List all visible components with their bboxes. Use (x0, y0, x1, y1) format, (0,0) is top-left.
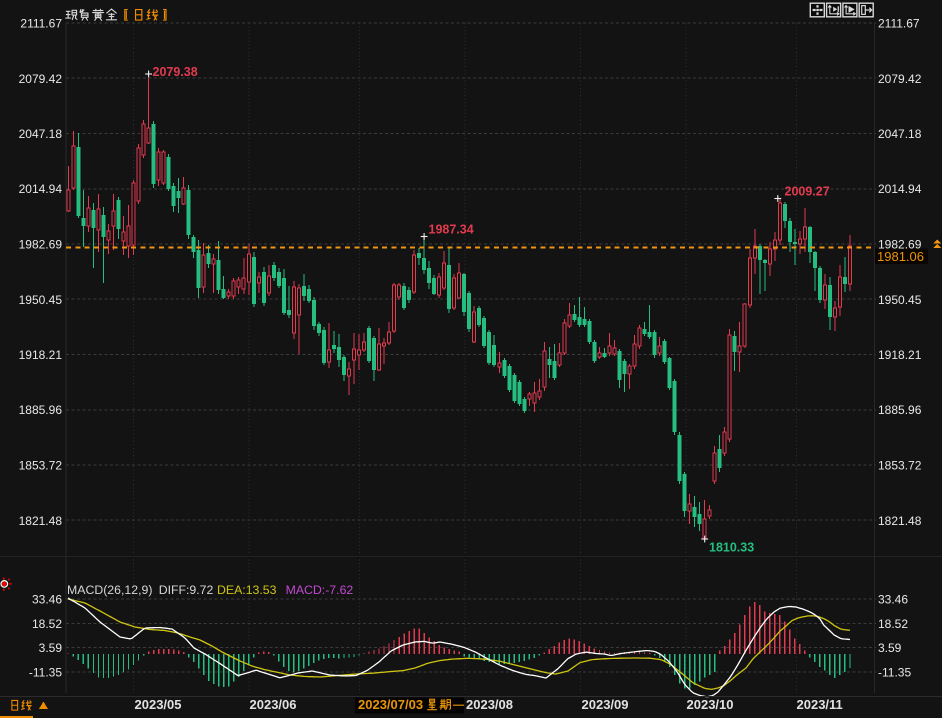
svg-text:33.46: 33.46 (878, 593, 908, 607)
svg-text:18.52: 18.52 (32, 617, 62, 631)
svg-text:1918.21: 1918.21 (19, 348, 63, 362)
svg-text:2014.94: 2014.94 (878, 182, 922, 196)
svg-text:2023/08: 2023/08 (466, 697, 513, 712)
svg-text:1918.21: 1918.21 (878, 348, 922, 362)
svg-text:1950.45: 1950.45 (878, 293, 922, 307)
svg-text:2079.42: 2079.42 (19, 72, 63, 86)
svg-text:2023/10: 2023/10 (687, 697, 734, 712)
svg-text:MACD(26,12,9): MACD(26,12,9) (67, 583, 152, 597)
svg-text:2047.18: 2047.18 (19, 127, 63, 141)
svg-text:2079.42: 2079.42 (878, 72, 922, 86)
svg-text:2014.94: 2014.94 (19, 182, 63, 196)
svg-text:2023/09: 2023/09 (582, 697, 629, 712)
svg-text:2023/06: 2023/06 (250, 697, 297, 712)
svg-text:1885.96: 1885.96 (878, 403, 922, 417)
svg-text:1981.06: 1981.06 (877, 249, 924, 264)
svg-text:MACD:-7.62: MACD:-7.62 (286, 583, 354, 597)
svg-text:2023/07/03: 2023/07/03 (358, 697, 423, 712)
svg-text:-11.35: -11.35 (878, 665, 911, 679)
svg-text:33.46: 33.46 (32, 593, 62, 607)
svg-text:1950.45: 1950.45 (19, 293, 63, 307)
svg-text:1853.72: 1853.72 (19, 459, 63, 473)
svg-text:18.52: 18.52 (878, 617, 908, 631)
svg-text:2009.27: 2009.27 (785, 185, 830, 199)
svg-text:1853.72: 1853.72 (878, 459, 922, 473)
svg-text:3.59: 3.59 (878, 641, 902, 655)
svg-text:2047.18: 2047.18 (878, 127, 922, 141)
svg-text:1821.48: 1821.48 (19, 514, 63, 528)
svg-text:DEA:13.53: DEA:13.53 (217, 583, 277, 597)
svg-text:1982.69: 1982.69 (19, 238, 63, 252)
svg-text:DIFF:9.72: DIFF:9.72 (159, 583, 214, 597)
svg-text:2111.67: 2111.67 (878, 17, 920, 31)
svg-text:1821.48: 1821.48 (878, 514, 922, 528)
svg-text:2023/05: 2023/05 (135, 697, 182, 712)
svg-text:1810.33: 1810.33 (709, 541, 754, 555)
svg-text:3.59: 3.59 (39, 641, 63, 655)
svg-text:1987.34: 1987.34 (429, 223, 474, 237)
svg-text:1982.69: 1982.69 (878, 238, 922, 252)
svg-text:2023/11: 2023/11 (797, 697, 843, 712)
svg-text:1885.96: 1885.96 (19, 403, 63, 417)
svg-text:-11.35: -11.35 (29, 665, 62, 679)
svg-text:2111.67: 2111.67 (20, 17, 62, 31)
svg-text:2079.38: 2079.38 (153, 65, 198, 79)
